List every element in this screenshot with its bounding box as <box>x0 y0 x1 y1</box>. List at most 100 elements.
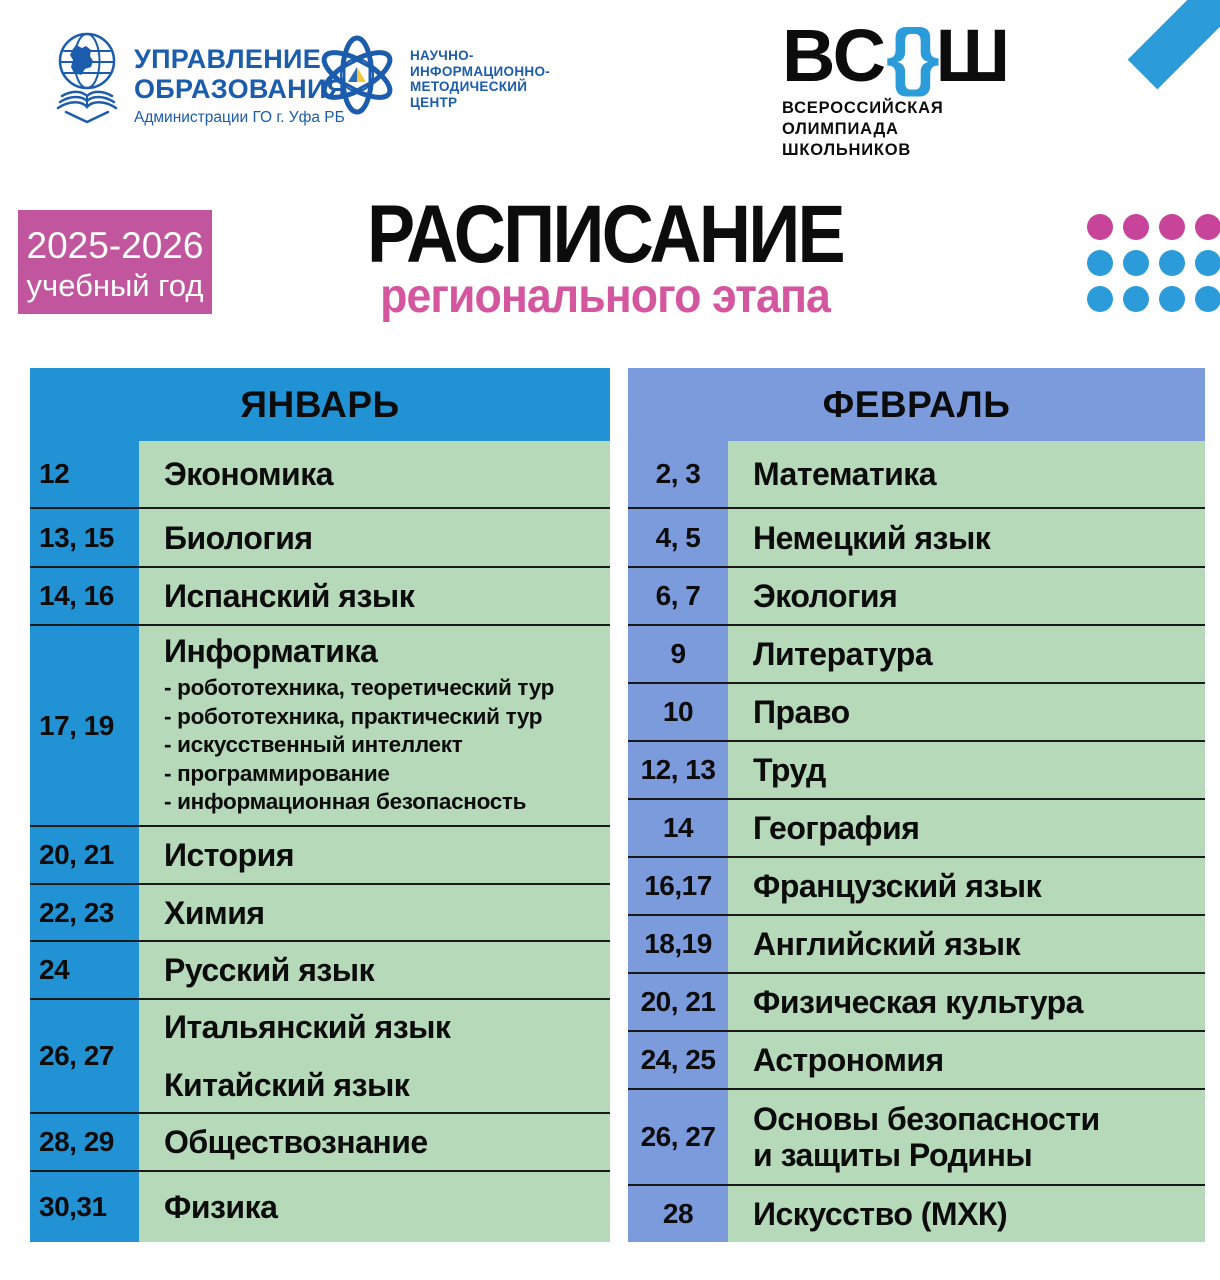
row-dates: 4, 5 <box>628 509 728 566</box>
subject-label: Русский язык <box>164 952 375 988</box>
row-subject: Экономика <box>139 441 610 507</box>
row-dates: 9 <box>628 626 728 682</box>
corner-stripe-decoration <box>1127 0 1220 90</box>
row-dates: 14 <box>628 800 728 856</box>
subject-label: Испанский язык <box>164 578 415 614</box>
row-dates: 22, 23 <box>30 885 139 940</box>
vsosh-logo: ВС{}Ш ВСЕРОССИЙСКАЯ ОЛИМПИАДА ШКОЛЬНИКОВ <box>782 19 1010 161</box>
org2-line: МЕТОДИЧЕСКИЙ <box>410 79 528 94</box>
table-row: 14, 16 Испанский язык <box>30 566 610 624</box>
subject-label: Английский язык <box>753 926 1021 962</box>
vsosh-caption: ВСЕРОССИЙСКАЯ ОЛИМПИАДА ШКОЛЬНИКОВ <box>782 98 1010 161</box>
row-subject: Литература <box>728 626 1205 682</box>
subject-details: - робототехника, теоретический тур - роб… <box>164 674 600 817</box>
detail-line: - робототехника, теоретический тур <box>164 675 555 700</box>
row-subject: Экология <box>728 568 1205 624</box>
org2-line: ИНФОРМАЦИОННО- <box>410 63 551 79</box>
table-row: 2, 3 Математика <box>628 441 1205 507</box>
table-row: 6, 7 Экология <box>628 566 1205 624</box>
badge-year: 2025-2026 <box>26 225 204 266</box>
detail-line: - искусственный интеллект <box>164 732 463 757</box>
row-dates: 20, 21 <box>30 827 139 883</box>
vsosh-wordmark: ВС{}Ш <box>782 19 1010 93</box>
org1-title-line2: ОБРАЗОВАНИЯ <box>134 74 347 104</box>
dot-icon <box>1195 250 1220 276</box>
subject-label: Право <box>753 694 850 730</box>
detail-line: - информационная безопасность <box>164 789 527 814</box>
page-subtitle: регионального этапа <box>380 270 831 323</box>
month-header-january: ЯНВАРЬ <box>30 368 610 441</box>
row-subject: Физика <box>139 1172 610 1242</box>
badge-year-label: учебный год <box>26 268 204 303</box>
subject-label: Экономика <box>164 456 334 492</box>
row-subject: Обществознание <box>139 1114 610 1170</box>
row-subject: Испанский язык <box>139 568 610 624</box>
row-subject: Астрономия <box>728 1032 1205 1088</box>
table-row: 24 Русский язык <box>30 940 610 998</box>
row-subject: Основы безопасности и защиты Родины <box>728 1090 1205 1184</box>
org2-line: НАУЧНО- <box>410 48 474 63</box>
vsosh-caption-line: ОЛИМПИАДА <box>782 120 899 138</box>
dot-icon <box>1087 250 1113 276</box>
row-dates: 2, 3 <box>628 441 728 507</box>
row-subject: Труд <box>728 742 1205 798</box>
vsosh-word-right: Ш <box>935 14 1011 97</box>
dot-icon <box>1087 214 1113 240</box>
subject-label: Экология <box>753 578 898 614</box>
table-row: 28 Искусство (МХК) <box>628 1184 1205 1242</box>
table-row: 30,31 Физика <box>30 1170 610 1242</box>
subject-label: География <box>753 810 920 846</box>
row-subject: Русский язык <box>139 942 610 998</box>
subject-label: Биология <box>164 519 313 556</box>
methodical-center-logo: НАУЧНО- ИНФОРМАЦИОННО- МЕТОДИЧЕСКИЙ ЦЕНТ… <box>318 26 550 124</box>
row-subject: Химия <box>139 885 610 940</box>
table-row: 18,19 Английский язык <box>628 914 1205 972</box>
detail-line: - робототехника, практический тур <box>164 703 543 729</box>
row-subject: Право <box>728 684 1205 740</box>
table-row: 20, 21 Физическая культура <box>628 972 1205 1030</box>
table-row: 4, 5 Немецкий язык <box>628 507 1205 566</box>
vsosh-caption-line: ВСЕРОССИЙСКАЯ <box>782 99 944 117</box>
row-dates: 16,17 <box>628 858 728 914</box>
subject-label: Немецкий язык <box>753 519 991 556</box>
february-table: ФЕВРАЛЬ 2, 3 Математика 4, 5 Немецкий яз… <box>628 368 1205 1242</box>
row-dates: 14, 16 <box>30 568 139 624</box>
row-subject: Искусство (МХК) <box>728 1186 1205 1242</box>
table-row: 10 Право <box>628 682 1205 740</box>
dot-icon <box>1123 250 1149 276</box>
subject-label: Астрономия <box>753 1042 944 1078</box>
org2-line: ЦЕНТР <box>410 94 458 110</box>
page-title: РАСПИСАНИЕ <box>366 189 846 280</box>
row-subject: География <box>728 800 1205 856</box>
subject-label-secondary: Китайский язык <box>164 1067 410 1103</box>
row-dates: 30,31 <box>30 1172 139 1242</box>
row-dates: 28, 29 <box>30 1114 139 1170</box>
row-dates: 6, 7 <box>628 568 728 624</box>
subject-label: Основы безопасности и защиты Родины <box>753 1101 1100 1173</box>
poster-title: РАСПИСАНИЕ регионального этапа <box>230 189 980 323</box>
subject-label: Информатика <box>164 633 378 669</box>
atom-icon <box>321 35 393 115</box>
org1-subtitle: Администрации ГО г. Уфа РБ <box>134 109 345 126</box>
org1-title-line1: УПРАВЛЕНИЕ <box>134 44 322 74</box>
row-dates: 26, 27 <box>30 1000 139 1112</box>
row-dates: 26, 27 <box>628 1090 728 1184</box>
subject-label: Французский язык <box>753 868 1042 904</box>
table-row: 26, 27 Итальянский язык Китайский язык <box>30 998 610 1112</box>
subject-label: Физическая культура <box>753 984 1083 1020</box>
row-subject: Французский язык <box>728 858 1205 914</box>
subject-label: Труд <box>753 752 826 788</box>
table-row: 26, 27 Основы безопасности и защиты Роди… <box>628 1088 1205 1184</box>
row-subject: Английский язык <box>728 916 1205 972</box>
table-row: 24, 25 Астрономия <box>628 1030 1205 1088</box>
row-subject: Физическая культура <box>728 974 1205 1030</box>
row-subject: История <box>139 827 610 883</box>
row-dates: 28 <box>628 1186 728 1242</box>
education-department-logo: УПРАВЛЕНИЕ ОБРАЗОВАНИЯ Администрации ГО … <box>54 30 346 128</box>
table-row: 14 География <box>628 798 1205 856</box>
row-dates: 24 <box>30 942 139 998</box>
dot-icon <box>1159 214 1185 240</box>
dots-decoration <box>1087 214 1220 312</box>
table-row: 20, 21 История <box>30 825 610 883</box>
